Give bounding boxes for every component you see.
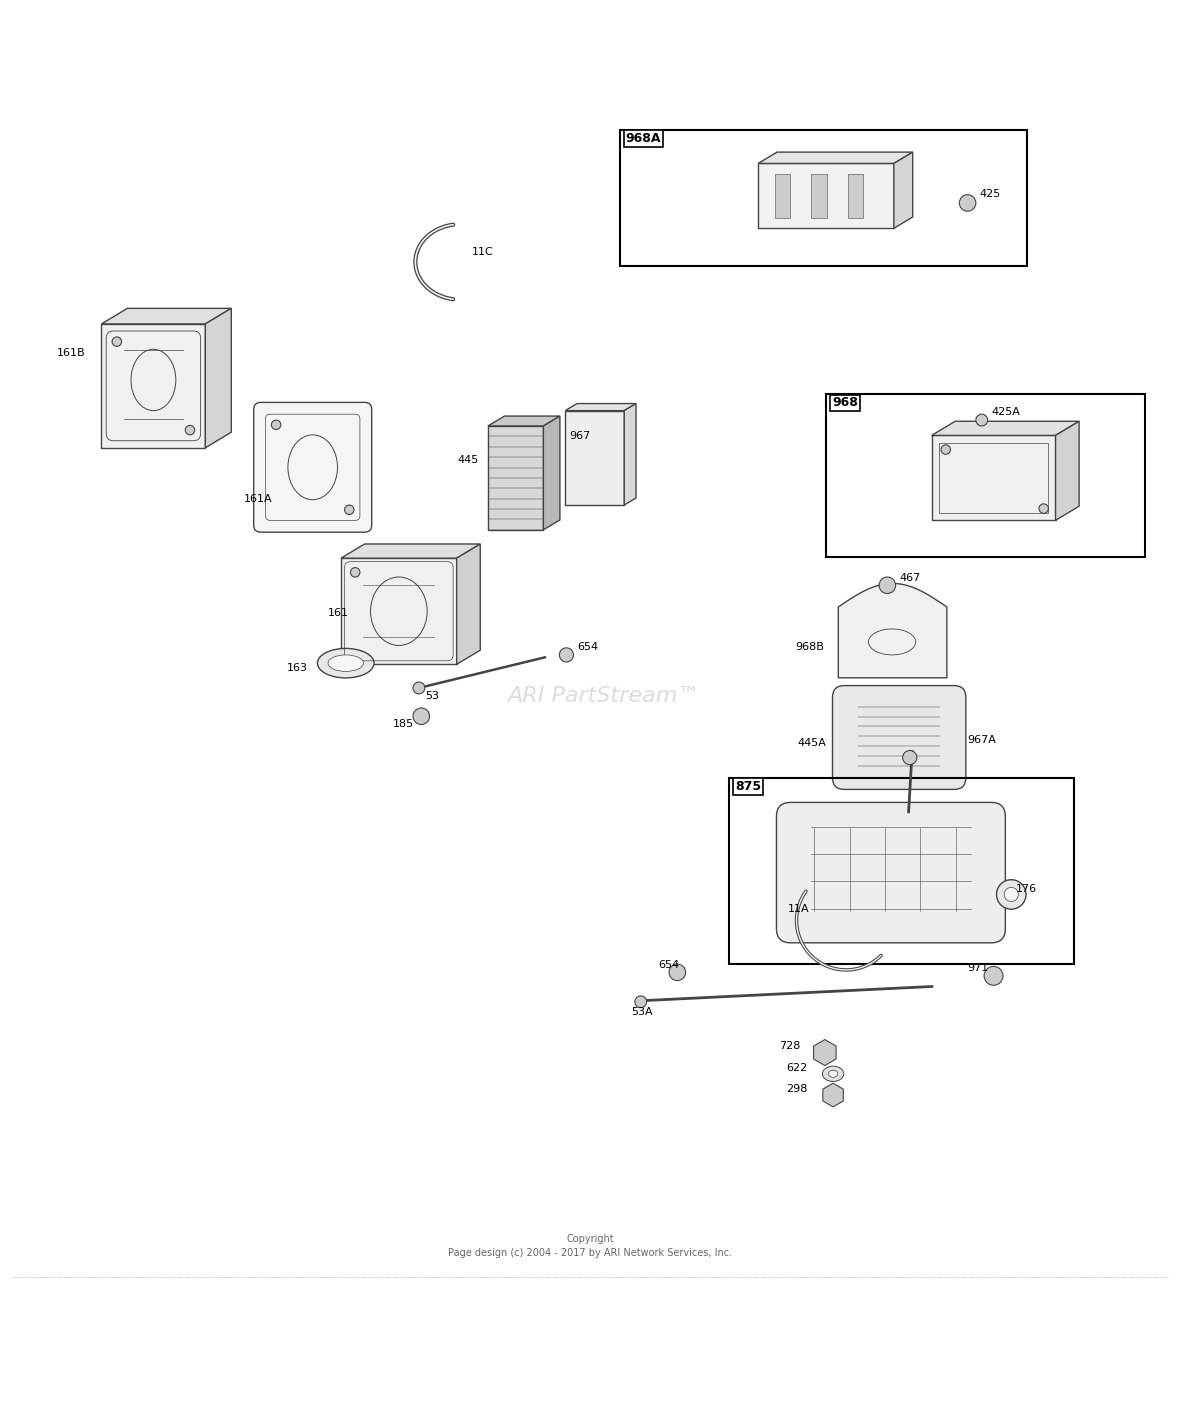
Bar [774,174,791,218]
FancyBboxPatch shape [254,402,372,532]
Circle shape [903,750,917,765]
Text: 161B: 161B [57,348,85,358]
Circle shape [879,578,896,593]
Text: 967A: 967A [968,735,996,745]
Text: 875: 875 [735,780,761,793]
Bar [620,130,1027,266]
Text: 185: 185 [393,719,414,729]
Bar [847,174,863,218]
Polygon shape [457,544,480,664]
Circle shape [959,194,976,211]
Circle shape [635,995,647,1008]
Bar [826,394,1145,556]
Circle shape [1038,504,1049,514]
Ellipse shape [317,649,374,678]
Bar [932,436,1055,521]
Polygon shape [101,309,231,324]
Text: 425: 425 [979,190,1001,200]
Text: 163: 163 [287,664,308,674]
Circle shape [413,683,425,694]
Polygon shape [341,544,480,558]
Text: 728: 728 [779,1041,800,1051]
Text: 161: 161 [328,607,349,617]
Circle shape [185,425,195,435]
Text: 11A: 11A [788,905,809,915]
Text: 967: 967 [569,430,590,440]
Circle shape [271,421,281,429]
Text: 622: 622 [786,1063,807,1073]
Bar [565,411,624,506]
Circle shape [112,337,122,347]
FancyBboxPatch shape [776,803,1005,943]
Text: 161A: 161A [244,494,273,504]
Text: 53A: 53A [631,1007,653,1017]
Bar [341,558,457,664]
Ellipse shape [822,1066,844,1082]
Text: 971: 971 [968,963,989,973]
Text: 968A: 968A [625,132,661,146]
Polygon shape [758,152,912,163]
Text: 425A: 425A [991,408,1020,418]
Text: 53: 53 [425,691,439,701]
Polygon shape [543,416,560,530]
Ellipse shape [996,879,1025,909]
Polygon shape [624,404,636,506]
Circle shape [559,647,573,663]
Text: Copyright: Copyright [566,1233,614,1245]
Text: 176: 176 [1016,884,1037,893]
Ellipse shape [1004,888,1018,902]
Text: 467: 467 [899,572,920,582]
Text: Page design (c) 2004 - 2017 by ARI Network Services, Inc.: Page design (c) 2004 - 2017 by ARI Netwo… [448,1247,732,1259]
Bar [101,324,205,447]
Text: 654: 654 [577,643,598,653]
Bar [758,163,894,228]
Circle shape [413,708,430,725]
Text: 11C: 11C [472,246,493,256]
Circle shape [350,568,360,578]
Text: 445A: 445A [798,738,826,748]
Polygon shape [565,404,636,411]
Circle shape [976,415,988,426]
Polygon shape [1055,422,1079,521]
Polygon shape [932,422,1079,436]
Polygon shape [205,309,231,447]
Text: 968: 968 [832,396,858,409]
Bar [938,443,1048,514]
Circle shape [984,966,1003,986]
Text: 298: 298 [786,1083,807,1093]
Circle shape [345,506,354,514]
Circle shape [942,445,951,455]
Circle shape [669,964,686,980]
Text: 968B: 968B [795,643,824,653]
Ellipse shape [828,1070,838,1078]
Text: ARI PartStream™: ARI PartStream™ [507,687,700,707]
Bar [729,777,1074,964]
Bar [487,426,543,530]
FancyBboxPatch shape [833,685,965,790]
Polygon shape [487,416,560,426]
Polygon shape [894,152,912,228]
Bar [812,174,826,218]
Text: 654: 654 [658,960,680,970]
Ellipse shape [328,654,363,671]
Text: 445: 445 [458,455,479,464]
